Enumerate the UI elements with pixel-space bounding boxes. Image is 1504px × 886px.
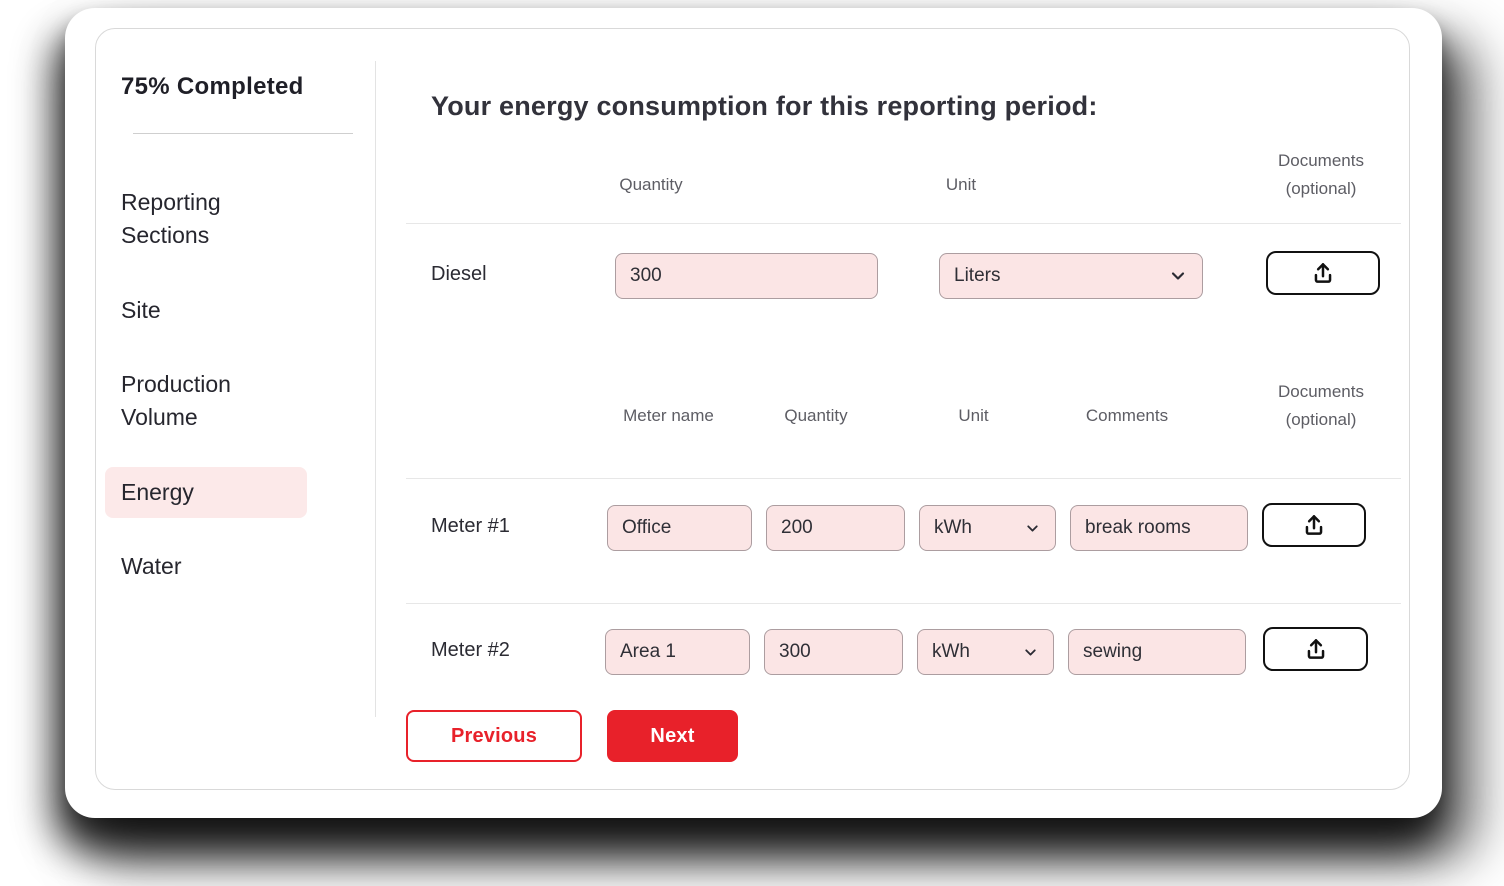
fuel-header-documents-line2: (optional) xyxy=(1285,179,1357,198)
section-divider xyxy=(406,478,1401,479)
chevron-down-icon xyxy=(1024,520,1041,537)
meter1-unit-value: kWh xyxy=(934,517,972,538)
sidebar-item-production-volume[interactable]: Production Volume xyxy=(121,371,231,431)
chevron-down-icon xyxy=(1168,266,1188,286)
fuel-header-unit: Unit xyxy=(945,175,977,194)
sidebar-nav: Reporting Sections Site Production Volum… xyxy=(105,177,405,615)
meter1-unit-select[interactable]: kWh xyxy=(919,505,1056,551)
fuel-header-documents: Documents (optional) xyxy=(1251,147,1391,203)
chevron-down-icon xyxy=(1022,644,1039,661)
form-panel: 75% Completed Reporting Sections Site Pr… xyxy=(95,28,1410,790)
meter2-name-input[interactable] xyxy=(605,629,750,675)
meter2-row-label: Meter #2 xyxy=(431,639,510,661)
page-title: Your energy consumption for this reporti… xyxy=(431,91,1098,121)
meter1-quantity-input[interactable] xyxy=(766,505,905,551)
meter-header-name: Meter name xyxy=(623,406,714,425)
meter-header-quantity: Quantity xyxy=(784,406,848,425)
meter2-quantity-input[interactable] xyxy=(764,629,903,675)
meter1-upload-button[interactable] xyxy=(1262,503,1366,547)
meter-header-documents-line1: Documents xyxy=(1278,382,1364,401)
meter2-unit-select[interactable]: kWh xyxy=(917,629,1054,675)
fuel-row-label: Diesel xyxy=(431,263,487,285)
progress-underline xyxy=(133,133,353,134)
diesel-upload-button[interactable] xyxy=(1266,251,1380,295)
upload-icon xyxy=(1310,260,1336,286)
meter2-comments-input[interactable] xyxy=(1068,629,1246,675)
sidebar-item-energy[interactable]: Energy xyxy=(105,466,307,519)
meter1-comments-input[interactable] xyxy=(1070,505,1248,551)
meter2-unit-value: kWh xyxy=(932,641,970,662)
meter-header-documents-line2: (optional) xyxy=(1285,410,1357,429)
sidebar-item-reporting-sections[interactable]: Reporting Sections xyxy=(121,189,221,249)
fuel-header-quantity: Quantity xyxy=(619,175,683,194)
meter-header-comments: Comments xyxy=(1085,406,1169,425)
sidebar-item-site[interactable]: Site xyxy=(121,296,161,323)
app-window: 75% Completed Reporting Sections Site Pr… xyxy=(65,8,1442,818)
diesel-unit-value: Liters xyxy=(954,265,1001,286)
diesel-quantity-input[interactable] xyxy=(615,253,878,299)
progress-label: 75% Completed xyxy=(121,73,304,100)
meter-header-unit: Unit xyxy=(958,406,989,425)
upload-icon xyxy=(1301,512,1327,538)
sidebar-item-water[interactable]: Water xyxy=(121,553,182,580)
next-button[interactable]: Next xyxy=(607,710,738,762)
meter-header-documents: Documents (optional) xyxy=(1251,378,1391,434)
fuel-header-documents-line1: Documents xyxy=(1278,151,1364,170)
upload-icon xyxy=(1303,636,1329,662)
sidebar-divider xyxy=(375,61,376,717)
meter2-upload-button[interactable] xyxy=(1263,627,1368,671)
row-divider xyxy=(406,603,1401,604)
meter1-name-input[interactable] xyxy=(607,505,752,551)
previous-button[interactable]: Previous xyxy=(406,710,582,762)
section-divider xyxy=(406,223,1401,224)
diesel-unit-select[interactable]: Liters xyxy=(939,253,1203,299)
meter1-row-label: Meter #1 xyxy=(431,515,510,537)
